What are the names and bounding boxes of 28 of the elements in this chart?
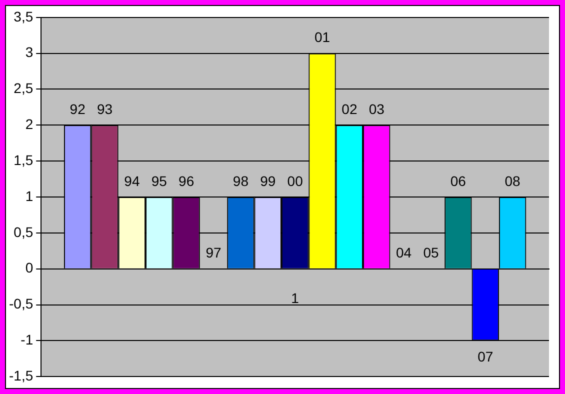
series-label: 98 [232, 172, 249, 189]
y-tick-label: 3,5 [14, 8, 34, 24]
series-label: 92 [70, 101, 86, 118]
y-tick-label: 1 [25, 188, 34, 204]
series-label: 07 [478, 348, 494, 365]
series-label: 02 [342, 101, 358, 118]
series-label: 03 [368, 101, 385, 118]
series-label: 99 [260, 172, 276, 189]
series-label: 95 [151, 172, 168, 189]
series-label: 01 [314, 29, 330, 46]
y-tick-label: -0,5 [9, 296, 34, 312]
series-label: 96 [178, 172, 194, 189]
y-tick-label: 3 [25, 44, 34, 60]
series-label: 93 [96, 101, 113, 118]
series-label: 08 [504, 172, 521, 189]
text: 05 [423, 244, 439, 261]
y-tick-label: 2 [25, 116, 34, 132]
y-tick-label: 0,5 [14, 224, 34, 240]
y-tick-label: 2,5 [14, 80, 34, 96]
series-label: 06 [450, 172, 466, 189]
series-label: 94 [124, 172, 140, 189]
text: 04 [396, 244, 412, 261]
y-tick-label: 1,5 [14, 152, 34, 168]
y-tick-label: 0 [25, 260, 34, 276]
series-label: 00 [287, 172, 304, 189]
y-tick-label: -1 [20, 332, 34, 348]
text: 97 [206, 244, 222, 261]
y-tick-label: -1,5 [9, 367, 34, 384]
